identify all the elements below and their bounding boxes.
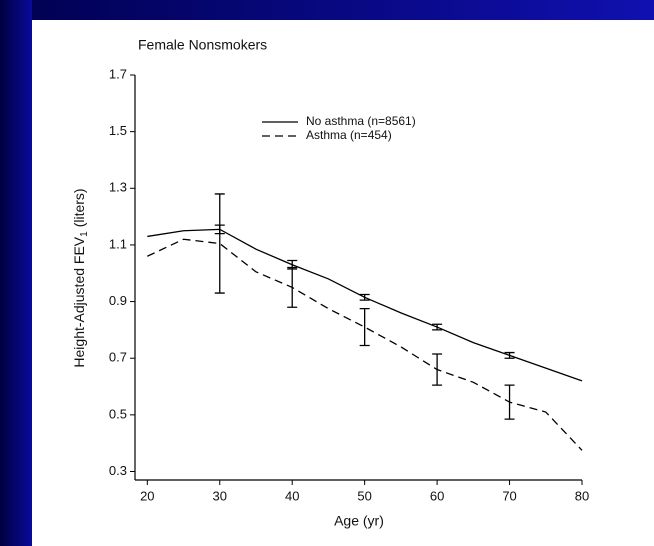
y-tick-label: 0.3 bbox=[109, 463, 127, 478]
error-bar bbox=[504, 384, 515, 420]
error-bar bbox=[214, 193, 225, 294]
legend-label: No asthma (n=8561) bbox=[306, 114, 416, 128]
y-label-main: Height-Adjusted FEV bbox=[71, 236, 87, 367]
error-bar bbox=[287, 266, 298, 308]
side-band bbox=[0, 0, 32, 546]
error-bar bbox=[432, 323, 443, 331]
x-tick-label: 20 bbox=[140, 488, 154, 503]
y-tick-label: 1.3 bbox=[109, 180, 127, 195]
y-tick-label: 0.9 bbox=[109, 293, 127, 308]
y-axis-label: Height-Adjusted FEV1 (liters) bbox=[71, 188, 90, 367]
x-tick-label: 40 bbox=[285, 488, 299, 503]
error-bar bbox=[359, 293, 370, 301]
error-bar bbox=[359, 308, 370, 347]
y-label-sub: 1 bbox=[79, 231, 90, 237]
y-label-unit: (liters) bbox=[71, 188, 87, 227]
x-tick-label: 30 bbox=[213, 488, 227, 503]
error-bar bbox=[432, 353, 443, 386]
y-tick-label: 0.5 bbox=[109, 406, 127, 421]
x-axis-label: Age (yr) bbox=[334, 513, 384, 529]
legend-label: Asthma (n=454) bbox=[306, 128, 392, 142]
y-tick-label: 1.1 bbox=[109, 236, 127, 251]
panel bbox=[32, 20, 654, 546]
x-tick-label: 80 bbox=[575, 488, 589, 503]
y-tick-label: 1.5 bbox=[109, 123, 127, 138]
error-bar bbox=[504, 351, 515, 359]
y-tick-label: 0.7 bbox=[109, 350, 127, 365]
x-tick-label: 70 bbox=[502, 488, 516, 503]
chart-title: Female Nonsmokers bbox=[138, 37, 267, 53]
y-tick-label: 1.7 bbox=[109, 66, 127, 81]
x-tick-label: 50 bbox=[357, 488, 371, 503]
x-tick-label: 60 bbox=[430, 488, 444, 503]
